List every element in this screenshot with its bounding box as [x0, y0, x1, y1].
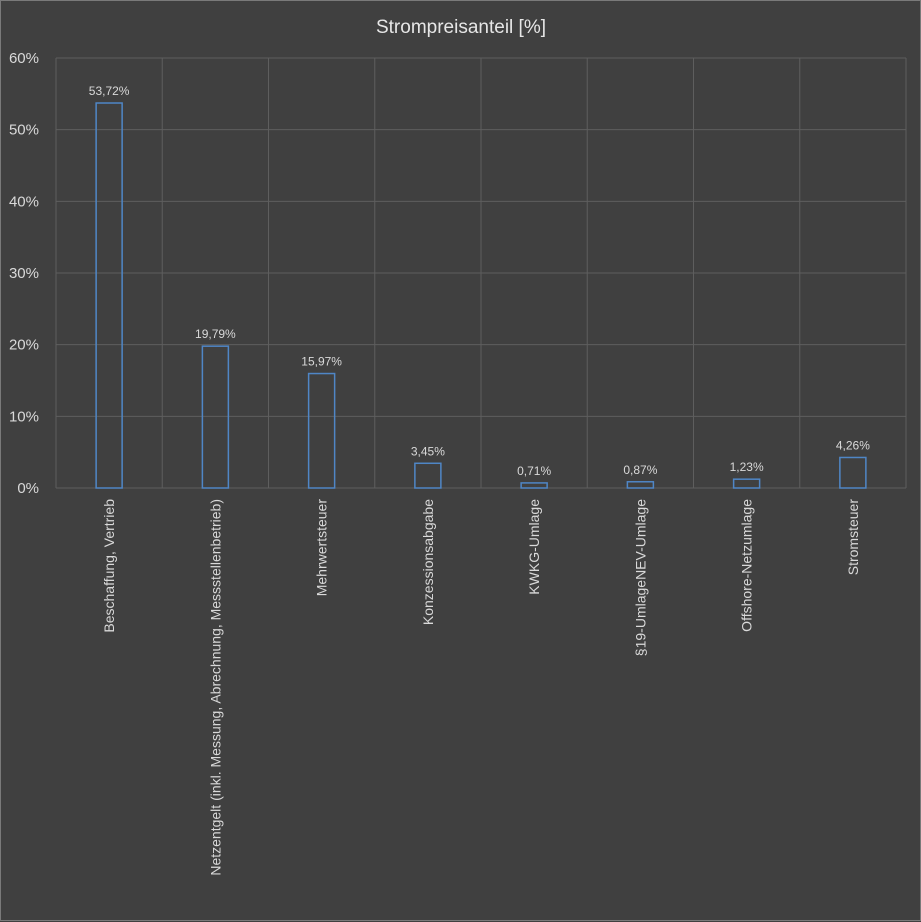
x-category-label: Konzessionsabgabe — [420, 499, 436, 625]
bar — [96, 103, 122, 488]
y-tick-label: 20% — [9, 337, 39, 354]
x-category-label: Mehrwertsteuer — [314, 499, 330, 597]
bar — [202, 346, 228, 488]
bar — [627, 482, 653, 488]
data-label: 0,71% — [517, 464, 551, 478]
y-tick-label: 50% — [9, 122, 39, 139]
x-category-label: Stromsteuer — [845, 499, 861, 576]
bar — [521, 483, 547, 488]
bar — [840, 457, 866, 488]
grid-layer — [56, 58, 906, 488]
data-label: 15,97% — [301, 355, 342, 369]
x-category-label: §19-UmlageNEV-Umlage — [632, 499, 648, 656]
y-tick-label: 10% — [9, 408, 39, 425]
y-tick-label: 40% — [9, 193, 39, 210]
data-labels-layer: 53,72% 19,79% 15,97% 3,45% 0,71% 0,87% 1,23% 4,… — [89, 84, 870, 478]
data-label: 3,45% — [411, 444, 445, 458]
y-tick-label: 60% — [9, 50, 39, 67]
bar — [734, 479, 760, 488]
x-category-label: Beschaffung, Vertrieb — [101, 499, 117, 633]
chart-title: Strompreisanteil [%] — [376, 17, 546, 38]
data-label: 19,79% — [195, 327, 236, 341]
x-category-label: KWKG-Umlage — [526, 499, 542, 595]
x-category-label: Offshore-Netzumlage — [739, 499, 755, 632]
data-label: 0,87% — [623, 463, 657, 477]
category-labels-layer: Beschaffung, Vertrieb Netzentgelt (inkl. … — [101, 499, 861, 876]
bar — [309, 374, 335, 488]
x-category-label: Netzentgelt (inkl. Messung, Abrechnung, … — [207, 499, 223, 876]
data-label: 53,72% — [89, 84, 130, 98]
y-tick-label: 0% — [17, 480, 39, 497]
bar — [415, 463, 441, 488]
data-label: 1,23% — [730, 460, 764, 474]
y-axis-ticks: 0% 10% 20% 30% 40% 50% 60% — [9, 50, 39, 497]
y-tick-label: 30% — [9, 265, 39, 282]
data-label: 4,26% — [836, 438, 870, 452]
